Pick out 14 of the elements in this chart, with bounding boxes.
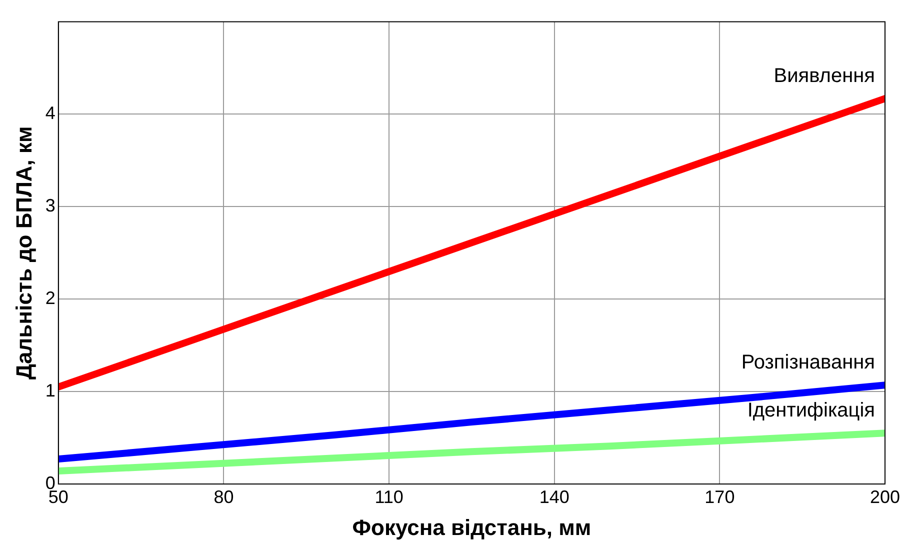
y-tick-label: 1 [45, 380, 56, 401]
series-label: Ідентифікація [747, 400, 875, 422]
y-tick-label: 3 [45, 196, 56, 216]
y-tick-label: 4 [45, 103, 56, 124]
y-tick-label: 2 [45, 288, 56, 308]
x-tick-label: 110 [374, 486, 404, 507]
x-tick-label: 80 [214, 486, 234, 507]
x-tick-label: 200 [870, 486, 900, 507]
series-label: Розпізнавання [741, 352, 875, 374]
y-axis-title: Дальність до БПЛА, км [11, 126, 36, 380]
x-tick-label: 170 [704, 486, 735, 507]
x-tick-label: 140 [539, 486, 570, 507]
x-axis-title: Фокусна відстань, мм [352, 514, 592, 540]
series-label: Виявлення [774, 65, 875, 88]
